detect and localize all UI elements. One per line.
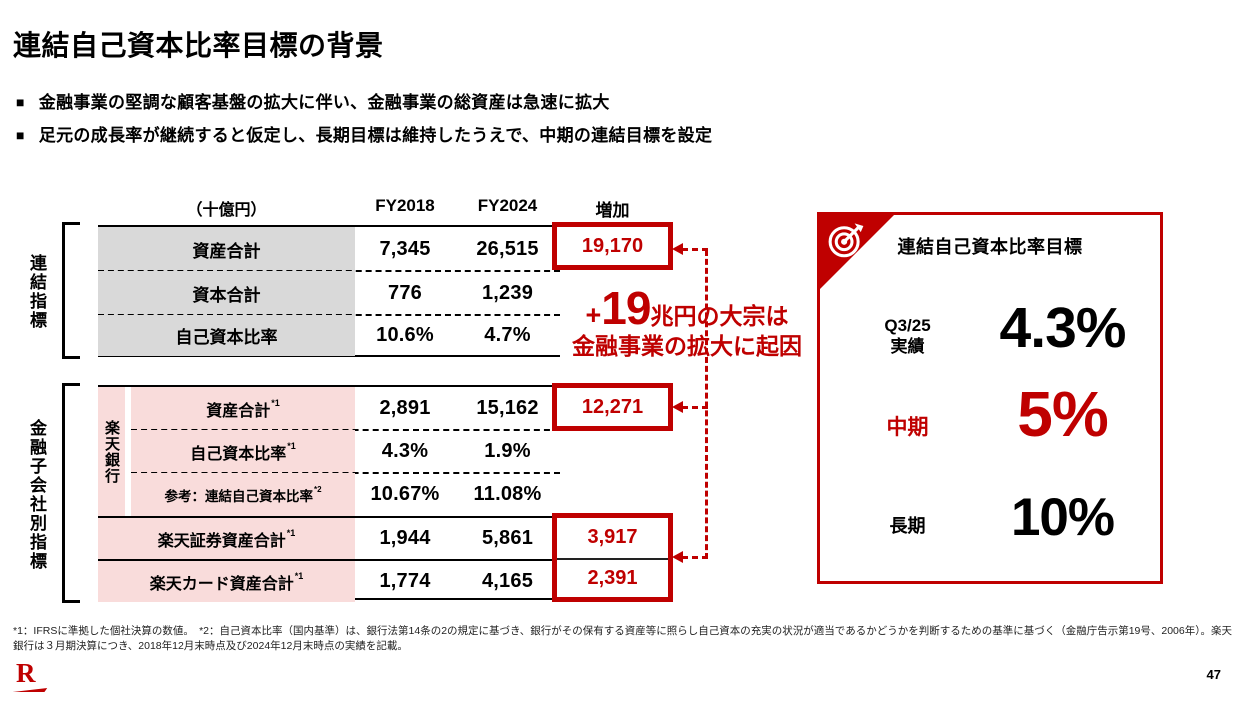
increase-box-total-assets: 19,170 — [552, 222, 673, 270]
bullet-text: 金融事業の堅調な顧客基盤の拡大に伴い、金融事業の総資産は急速に拡大 — [38, 93, 610, 112]
column-header-fy2024: FY2024 — [477, 196, 538, 215]
increase-box-bank-assets: 12,271 — [552, 383, 673, 431]
page-title: 連結自己資本比率目標の背景 — [13, 30, 384, 61]
row-label: 資産合計 *1 — [131, 387, 355, 430]
cell-fy2018: 10.67% — [370, 483, 440, 505]
group1-bracket — [62, 222, 80, 359]
callout-line2: 金融事業の拡大に起因 — [572, 333, 802, 360]
increase-card: 2,391 — [557, 557, 668, 598]
panel-row-label: 中期 — [886, 416, 929, 439]
row-label: 参考：連結自己資本比率 *2 — [131, 473, 355, 516]
bullet-square-icon: ■ — [16, 127, 25, 143]
callout-text: +19兆円の大宗は 金融事業の拡大に起因 — [548, 282, 826, 360]
panel-title: 連結自己資本比率目標 — [897, 237, 1083, 257]
cell-fy2018: 776 — [388, 281, 422, 304]
cell-fy2018: 10.6% — [376, 324, 434, 346]
panel-row-value: 5% — [1017, 378, 1109, 450]
target-dart-icon — [828, 223, 864, 258]
capital-ratio-target-panel: 連結自己資本比率目標 Q3/25 実績 4.3% 中期 5% 長期 10% — [817, 212, 1163, 584]
cell-fy2018: 7,345 — [379, 237, 431, 260]
cell-fy2024: 11.08% — [473, 483, 542, 505]
arrow-left-icon — [672, 243, 683, 255]
footnote-ref: *1 — [286, 527, 296, 538]
cell-fy2024: 26,515 — [476, 237, 539, 260]
callout-line1: +19兆円の大宗は — [585, 282, 789, 334]
cell-fy2024: 1.9% — [484, 440, 531, 462]
rakuten-logo-letter: R — [16, 658, 36, 688]
connector-arrow-line — [682, 406, 708, 409]
consolidated-table: 資産合計 7,345 26,515 資本合計 776 1,239 自己資本比率 … — [98, 225, 560, 357]
arrow-left-icon — [672, 551, 683, 563]
row-label: 楽天証券資産合計 *1 — [98, 518, 355, 559]
group2-bracket — [62, 383, 80, 603]
rakuten-logo-underline — [13, 688, 48, 692]
cell-fy2018: 2,891 — [379, 397, 431, 419]
bullet-text: 足元の成長率が継続すると仮定し、長期目標は維持したうえで、中期の連結目標を設定 — [38, 126, 713, 145]
row-label: 楽天カード資産合計 *1 — [98, 561, 355, 602]
arrow-left-icon — [672, 401, 683, 413]
bullet-item: ■ 足元の成長率が継続すると仮定し、長期目標は維持したうえで、中期の連結目標を設定 — [16, 121, 712, 146]
footnote-ref: *1 — [294, 570, 304, 581]
row-label: 資産合計 — [98, 227, 355, 271]
panel-row-label: 長期 — [889, 516, 926, 536]
footnote-ref: *1 — [271, 397, 280, 408]
row-divider — [98, 559, 560, 561]
cell-fy2024: 4,165 — [481, 570, 534, 592]
cell-fy2024: 1,239 — [481, 281, 534, 304]
cell-fy2024: 5,861 — [481, 527, 534, 549]
section-divider — [98, 516, 560, 518]
connector-vertical-line — [705, 250, 708, 559]
table-unit-label: （十億円） — [186, 202, 267, 219]
rakuten-logo: R — [16, 660, 50, 696]
column-header-fy2018: FY2018 — [375, 196, 435, 215]
cell-fy2018: 1,944 — [379, 527, 431, 549]
cell-fy2018: 1,774 — [379, 570, 431, 592]
column-header-increase: 増加 — [595, 201, 630, 220]
row-label: 自己資本比率 — [98, 315, 355, 356]
footnote-ref: *1 — [287, 440, 296, 451]
increase-box-securities-card: 3,917 2,391 — [552, 513, 673, 602]
increase-securities: 3,917 — [587, 526, 638, 549]
panel-row-value: 4.3% — [999, 296, 1127, 360]
page-number: 47 — [1206, 667, 1221, 682]
bullet-item: ■ 金融事業の堅調な顧客基盤の拡大に伴い、金融事業の総資産は急速に拡大 — [16, 88, 610, 113]
connector-arrow-line — [682, 248, 708, 251]
cell-fy2018: 4.3% — [381, 440, 429, 462]
bullet-square-icon: ■ — [16, 94, 25, 110]
footnote-text: *1：IFRSに準拠した個社決算の数値。 *2：自己資本比率（国内基準）は、銀行… — [13, 625, 1232, 652]
row-label: 自己資本比率 *1 — [131, 430, 355, 473]
panel-row-value: 10% — [1010, 488, 1115, 547]
connector-arrow-line — [682, 556, 708, 559]
cell-fy2024: 15,162 — [476, 397, 539, 419]
cell-fy2024: 4.7% — [484, 324, 531, 346]
footnote-ref: *2 — [313, 485, 322, 494]
group1-label: 連結指標 — [27, 253, 46, 330]
row-label: 資本合計 — [98, 271, 355, 315]
rakuten-bank-label: 楽天銀行 — [98, 387, 128, 516]
panel-row-label: Q3/25 実績 — [884, 316, 931, 357]
subsidiaries-table: 楽天銀行 資産合計 *1 2,891 15,162 自己資本比率 *1 4.3% 1… — [98, 385, 560, 602]
group2-label: 金融子会社別指標 — [27, 418, 46, 571]
